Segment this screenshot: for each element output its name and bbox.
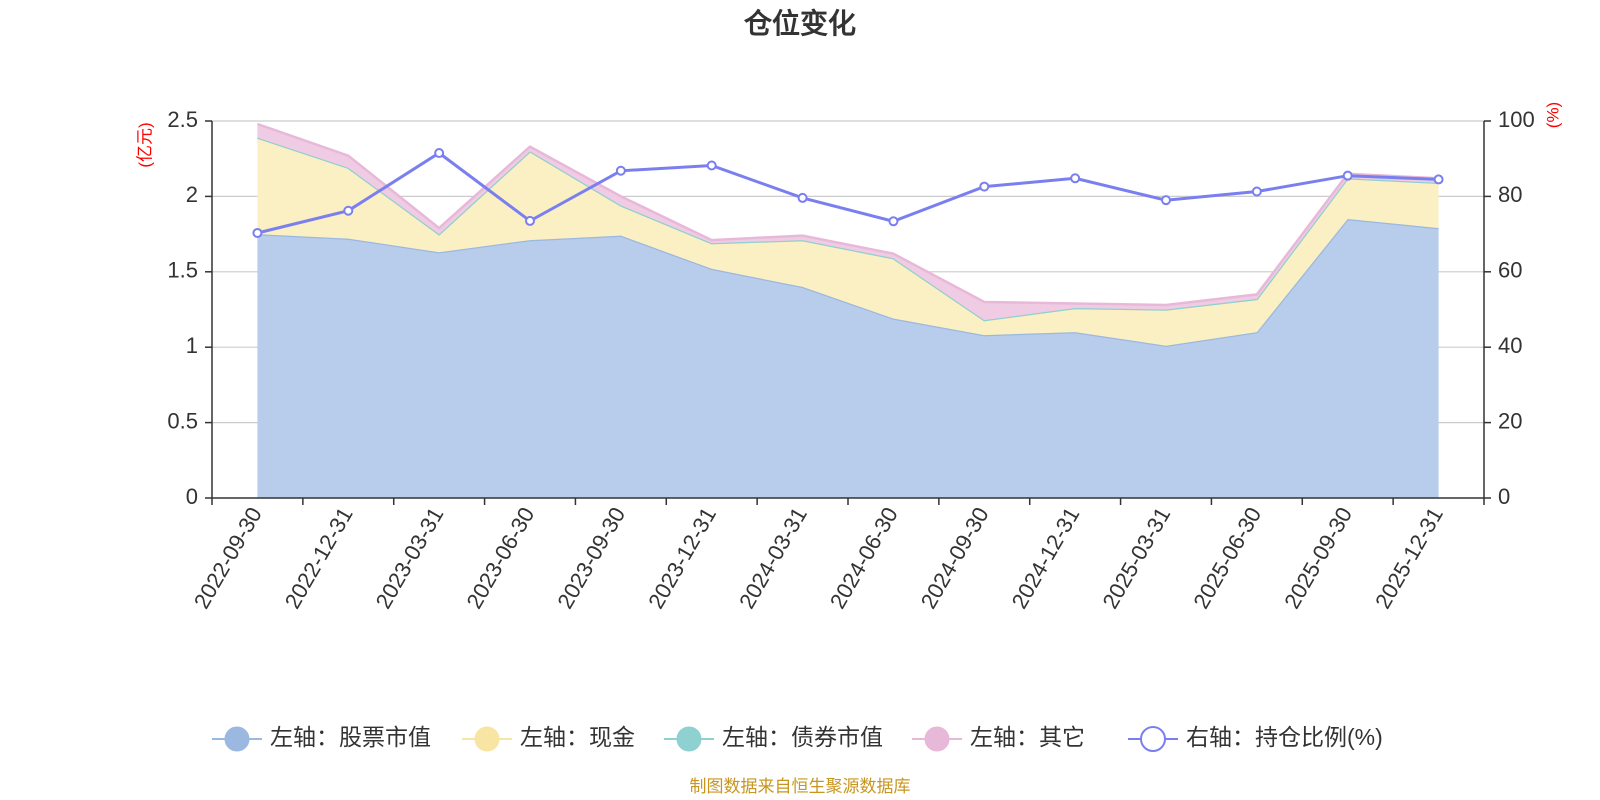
x-tick-label: 2024-12-31 [1007, 503, 1085, 613]
legend-label: 右轴：持仓比例(%) [1186, 724, 1383, 750]
holding-ratio-point [525, 215, 535, 226]
legend-label: 左轴：其它 [970, 724, 1085, 750]
left-tick-label: 1 [186, 333, 198, 358]
x-tick-label: 2025-06-30 [1188, 503, 1266, 613]
x-tick-label: 2024-06-30 [825, 503, 903, 613]
left-tick-label: 2.5 [167, 107, 198, 132]
holding-ratio-point [615, 165, 626, 176]
legend-marker [676, 726, 702, 752]
holding-ratio-point [1251, 186, 1262, 197]
area-左轴：股票市值 [257, 219, 1439, 498]
left-tick-label: 0.5 [167, 408, 198, 433]
holding-ratio-point [706, 160, 717, 171]
legend-item: 右轴：持仓比例(%) [1128, 724, 1383, 752]
holding-ratio-point [252, 227, 263, 238]
x-tick-label: 2025-03-31 [1097, 503, 1175, 613]
holding-ratio-point [434, 148, 445, 159]
legend-marker [1140, 726, 1166, 752]
right-axis-unit: (%) [1543, 102, 1562, 128]
legend-item: 左轴：现金 [462, 724, 635, 752]
holding-ratio-point [1342, 170, 1353, 181]
legend-item: 左轴：其它 [912, 724, 1085, 752]
legend-item: 左轴：债券市值 [664, 724, 883, 752]
holding-ratio-point [1161, 195, 1171, 206]
stacked-areas [256, 122, 1439, 498]
right-tick-label: 100 [1498, 107, 1535, 132]
legend-label: 左轴：股票市值 [270, 724, 431, 750]
right-tick-label: 0 [1498, 484, 1510, 509]
area-edge-左轴：其它 [256, 122, 1439, 307]
holding-ratio-point [888, 216, 899, 227]
area-左轴：现金 [257, 137, 1439, 346]
holding-ratio-point [1433, 174, 1444, 185]
legend-item: 左轴：股票市值 [212, 724, 431, 752]
holding-ratio-point [1070, 173, 1081, 184]
right-tick-label: 20 [1498, 408, 1522, 433]
legend-marker [224, 726, 250, 752]
x-tick-label: 2025-12-31 [1370, 503, 1448, 613]
x-tick-label: 2023-06-30 [461, 503, 539, 613]
right-tick-label: 40 [1498, 333, 1522, 358]
x-tick-label: 2025-09-30 [1279, 503, 1357, 613]
legend-marker [924, 726, 950, 752]
right-tick-label: 60 [1498, 258, 1522, 283]
left-tick-label: 0 [186, 484, 198, 509]
legend: 左轴：股票市值 左轴：现金 左轴：债券市值 左轴：其它 右轴：持仓比例(%) [212, 724, 1383, 752]
holding-ratio-point [797, 192, 808, 203]
left-axis-unit: (亿元) [135, 122, 154, 167]
holding-ratio-point [979, 181, 990, 192]
series-lines [252, 148, 1444, 238]
x-tick-label: 2022-09-30 [189, 503, 267, 613]
x-tick-label: 2023-09-30 [552, 503, 630, 613]
legend-marker [474, 726, 500, 752]
source-note: 制图数据来自恒生聚源数据库 [690, 777, 911, 796]
left-tick-label: 1.5 [167, 258, 198, 283]
x-tick-label: 2024-03-31 [734, 503, 812, 613]
x-tick-label: 2023-12-31 [643, 503, 721, 613]
left-tick-label: 2 [186, 182, 198, 207]
x-tick-label: 2023-03-31 [371, 503, 449, 613]
chart-title: 仓位变化 [744, 7, 856, 39]
right-tick-label: 80 [1498, 182, 1522, 207]
holding-ratio-point [343, 205, 354, 216]
x-tick-label: 2022-12-31 [280, 503, 358, 613]
legend-label: 左轴：现金 [520, 724, 635, 750]
line-holding-ratio [257, 151, 1439, 235]
x-tick-label: 2024-09-30 [916, 503, 994, 613]
legend-label: 左轴：债券市值 [722, 724, 883, 750]
